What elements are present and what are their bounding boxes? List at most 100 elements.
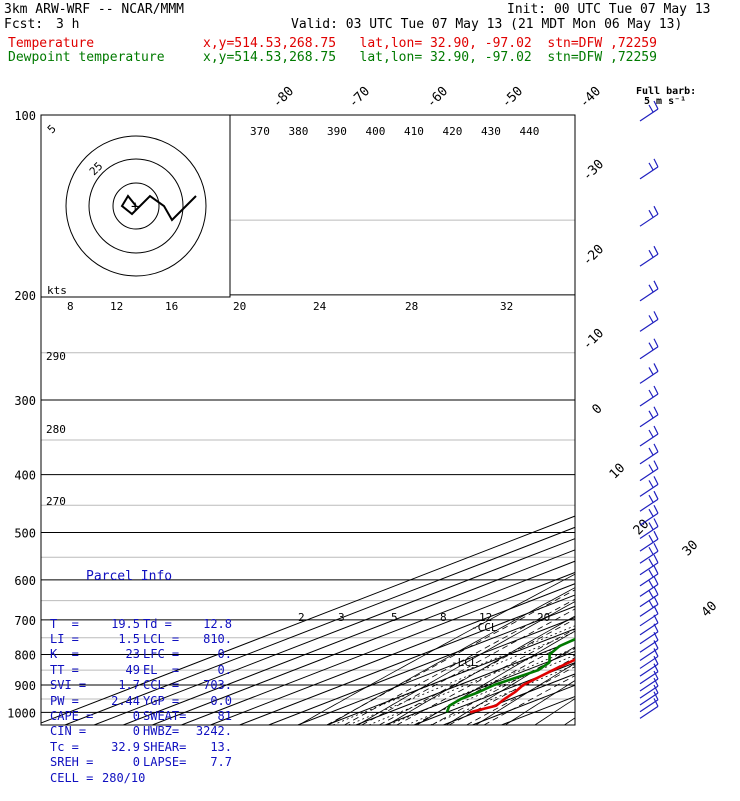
dry-adiabat (417, 115, 740, 725)
wind-barb-feather (649, 495, 653, 502)
moist-adiabat (467, 295, 740, 725)
moist-adiabat (432, 295, 740, 725)
wind-barb (640, 604, 658, 616)
hodograph-units-label: kts (47, 284, 67, 297)
parcel-key: LFC = (143, 647, 179, 662)
wind-barb-feather (654, 159, 658, 167)
parcel-value: 49 (102, 663, 140, 678)
parcel-value: 0.0 (188, 694, 232, 709)
wind-barb-feather (654, 444, 658, 452)
parcel-value: 703. (188, 678, 232, 693)
wind-barb-feather (654, 543, 658, 551)
parcel-value: 280/10 (102, 771, 140, 786)
wind-barb-feather (649, 315, 653, 322)
wind-barb (640, 167, 658, 179)
isotherm-label: -60 (424, 84, 451, 111)
theta-e-label: 270 (46, 495, 66, 508)
wind-barb-feather (649, 448, 653, 455)
mixing-ratio-label: 8 (67, 300, 74, 313)
isotherm-label: -50 (499, 84, 526, 111)
moist-adiabat (397, 295, 740, 725)
isotherm-label: 40 (699, 599, 721, 621)
wind-barb (640, 394, 658, 406)
mixing-ratio-label: 28 (405, 300, 418, 313)
parcel-value: 13. (188, 740, 232, 755)
dry-adiabat (683, 115, 740, 725)
dry-adiabat (535, 115, 740, 725)
isotherm-label: -40 (577, 84, 604, 111)
parcel-value: 81 (188, 709, 232, 724)
wind-barb-feather (654, 587, 658, 595)
wind-barb (640, 434, 658, 446)
parcel-value: 0. (188, 663, 232, 678)
parcel-key: HWBZ= (143, 724, 179, 739)
theta-e-label: 280 (46, 423, 66, 436)
dry-adiabat (712, 115, 740, 725)
pressure-label: 800 (14, 648, 36, 662)
moist-adiabat (379, 295, 740, 725)
parcel-key: CELL = (50, 771, 93, 786)
wind-barb-feather (654, 426, 658, 434)
isotherm-label: 0 (589, 401, 605, 417)
parcel-key: SHEAR= (143, 740, 186, 755)
wind-barb-feather (654, 606, 658, 614)
parcel-value: 12.8 (188, 617, 232, 632)
wind-barb (640, 214, 658, 226)
dry-adiabat (653, 115, 740, 725)
mixing-ratio-label: 20 (233, 300, 246, 313)
wind-barb-feather (654, 206, 658, 214)
dry-adiabat (624, 115, 740, 725)
wind-barb-feather (649, 367, 653, 374)
pressure-label: 200 (14, 289, 36, 303)
parcel-value: 0. (188, 647, 232, 662)
parcel-key: Td = (143, 617, 172, 632)
mixing-ratio-label: 20 (537, 611, 550, 624)
moist-adiabat (344, 295, 740, 725)
parcel-key: CIN = (50, 724, 86, 739)
theta-label: 430 (481, 125, 501, 138)
mixing-ratio-label: 2 (298, 611, 305, 624)
ccl-marker: -CCL (471, 621, 498, 634)
parcel-key: Tc = (50, 740, 79, 755)
parcel-key: EL = (143, 663, 179, 678)
wind-barb-feather (649, 465, 653, 472)
parcel-value: 1.5 (102, 632, 140, 647)
parcel-key: LCL = (143, 632, 179, 647)
isotherm (502, 115, 740, 725)
isotherm-label: -20 (580, 242, 607, 269)
mixing-ratio-label: 3 (338, 611, 345, 624)
wind-barb-feather (654, 246, 658, 254)
parcel-key: T = (50, 617, 79, 632)
wind-barb (640, 415, 658, 427)
parcel-key: K = (50, 647, 79, 662)
pressure-label: 1000 (7, 706, 36, 720)
wind-barbs (640, 101, 658, 718)
pressure-label: 400 (14, 469, 36, 483)
mixing-ratio-label: 24 (313, 300, 327, 313)
theta-label: 420 (443, 125, 463, 138)
wind-barb-feather (649, 600, 653, 607)
wind-barb-feather (654, 531, 658, 539)
parcel-info-title: Parcel Info (40, 568, 240, 586)
pressure-label: 700 (14, 614, 36, 628)
wind-barb (640, 254, 658, 266)
isotherm (269, 115, 740, 725)
parcel-value: 0 (102, 709, 140, 724)
dry-adiabat (505, 115, 740, 725)
parcel-value: 0 (102, 724, 140, 739)
wind-barb-feather (649, 343, 653, 350)
wind-barb-feather (649, 559, 653, 566)
isotherm-label: 10 (607, 461, 629, 483)
wind-barb-feather (654, 576, 658, 584)
wind-barb-feather (654, 566, 658, 574)
mixing-ratio-label: 12 (110, 300, 123, 313)
mixing-ratio-label: 16 (165, 300, 178, 313)
parcel-key: SVI = (50, 678, 86, 693)
wind-barb-feather (654, 363, 658, 371)
parcel-value: 0 (102, 755, 140, 770)
